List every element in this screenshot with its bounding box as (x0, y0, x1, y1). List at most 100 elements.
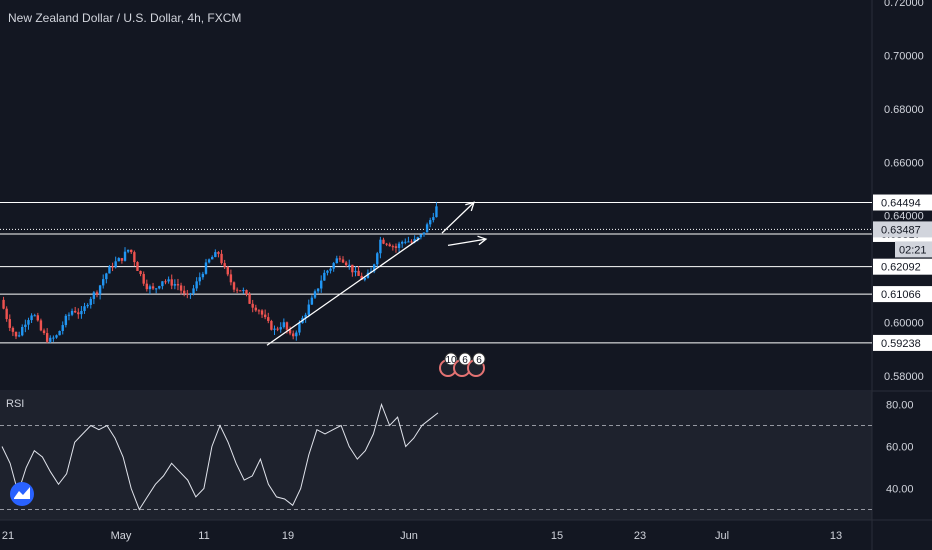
candle-body (416, 237, 419, 239)
candle-body (105, 273, 108, 280)
candle-body (42, 330, 46, 334)
candle-body (182, 290, 186, 294)
candle-body (242, 290, 245, 292)
candle-body (341, 259, 345, 263)
candle-body (435, 206, 438, 218)
candle-body (376, 253, 379, 265)
candle-body (77, 312, 80, 315)
candle-body (320, 280, 323, 289)
candle-body (164, 281, 167, 283)
candle-body (288, 329, 292, 334)
candle-body (123, 251, 127, 261)
candle-body (429, 220, 432, 225)
price-tick-label: 0.70000 (884, 50, 924, 62)
price-tick-label: 0.60000 (884, 318, 924, 330)
candle-body (80, 310, 83, 315)
candle-body (413, 238, 416, 243)
candle-body (304, 314, 307, 318)
event-marker-count: 6 (462, 355, 468, 366)
candle-body (2, 299, 5, 309)
event-marker-count: 6 (476, 355, 482, 366)
candle-body (192, 288, 195, 294)
candle-body (145, 283, 149, 290)
trendline (266, 237, 420, 346)
candle-body (27, 320, 30, 325)
rsi-pane (0, 392, 872, 520)
candle-body (400, 241, 404, 244)
candle-body (117, 258, 120, 262)
event-marker-count: 10 (445, 355, 457, 366)
candle-body (391, 246, 395, 248)
candle-body (67, 314, 71, 316)
candle-body (186, 293, 189, 295)
arrow-head (465, 201, 475, 212)
candle-body (24, 324, 27, 327)
candle-body (130, 249, 133, 253)
candle-body (348, 264, 351, 266)
level-label-box (873, 286, 932, 303)
arrow-shaft (447, 238, 487, 247)
candle-body (179, 285, 183, 291)
price-axis[interactable]: 0.72000 0.70000 0.68000 0.66000 0.64000 0.600… (884, 0, 924, 383)
candle-body (382, 239, 385, 244)
candle-body (422, 232, 426, 235)
time-tick-label: 19 (282, 530, 294, 542)
candle-body (95, 292, 99, 295)
candle-body (394, 246, 398, 248)
candle-body (419, 234, 423, 238)
candle-body (323, 272, 326, 281)
candle-body (198, 277, 201, 282)
candle-body (270, 320, 273, 330)
rsi-tick-label: 40.00 (886, 484, 914, 496)
drawings[interactable] (266, 201, 488, 346)
candle-body (207, 259, 211, 263)
candle-body (245, 290, 248, 295)
time-tick-label: 21 (2, 530, 14, 542)
level-label: 0.61066 (881, 289, 921, 301)
arrow-head (477, 235, 488, 246)
candle-body (52, 337, 55, 339)
time-tick-label: 23 (634, 530, 646, 542)
candle-body (372, 264, 376, 272)
event-marker: 6 (453, 352, 472, 377)
candle-body (136, 262, 139, 271)
rsi-line (1, 402, 439, 511)
price-tick-label: 0.66000 (884, 157, 924, 169)
countdown-box (895, 241, 932, 258)
candle-body (214, 252, 217, 258)
candle-body (232, 282, 236, 290)
horizontal-levels[interactable]: 0.644940.633170.620920.610660.592380.634… (0, 194, 932, 351)
candle-body (189, 293, 192, 295)
candle-body (36, 315, 40, 321)
event-markers[interactable]: 10 6 6 (439, 352, 486, 377)
candle-body (260, 310, 264, 315)
candle-body (235, 289, 239, 291)
candle-body (170, 279, 173, 286)
tradingview-logo-icon[interactable] (10, 482, 34, 506)
arrow-shaft (441, 201, 475, 234)
candle-body (8, 319, 11, 328)
candle-body (425, 224, 429, 233)
candle-body (114, 261, 117, 268)
candle-body (326, 270, 329, 273)
time-axis[interactable]: 21 May 11 19 Jun 15 23 Jul 13 (2, 530, 842, 542)
candle-body (102, 279, 105, 286)
time-tick-label: 11 (198, 530, 209, 542)
level-label-box (873, 334, 932, 351)
candle-body (11, 327, 15, 332)
candle-body (204, 262, 208, 274)
event-marker-badge (444, 352, 458, 366)
rsi-indicator (0, 402, 872, 511)
candle-body (404, 241, 407, 243)
candle-body (120, 258, 124, 261)
candle-body (167, 279, 170, 282)
candle-body (279, 327, 282, 330)
candle-body (360, 275, 363, 280)
candle-body (282, 322, 286, 328)
candle-body (257, 310, 261, 312)
candle-body (351, 264, 354, 273)
candle-body (17, 335, 21, 337)
rsi-axis: 80.00 60.00 40.00 (886, 400, 914, 496)
candle-body (142, 274, 145, 284)
